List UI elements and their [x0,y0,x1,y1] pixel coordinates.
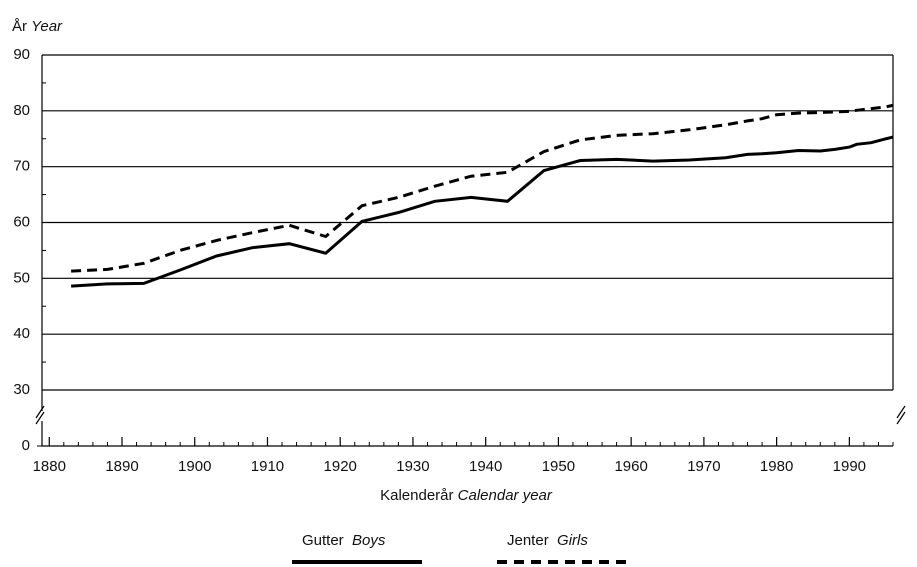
x-tick-label: 1940 [469,458,502,475]
x-tick-label: 1980 [760,458,793,475]
axis-break-mark [896,405,906,419]
legend-name-english: Girls [557,532,588,549]
x-tick-label: 1990 [833,458,866,475]
x-tick-label: 1960 [614,458,647,475]
y-tick-label: 70 [13,158,30,175]
x-title-local: Kalenderår [380,487,453,504]
y-tick-label: 40 [13,325,30,342]
y-tick-label: 60 [13,213,30,230]
x-tick-label: 1900 [178,458,211,475]
y-tick-label: 80 [13,102,30,119]
legend-name: Jenter [507,532,549,549]
x-tick-label: 1920 [324,458,357,475]
axis-break-mark [35,411,45,425]
x-tick-label: 1910 [251,458,284,475]
y-tick-label: 30 [13,381,30,398]
x-tick-label: 1880 [33,458,66,475]
x-title-english: Calendar year [458,487,553,504]
y-title-local: År [12,18,27,35]
legend-label: Jenter Girls [507,532,588,549]
x-axis-title: Kalenderår Calendar year [380,487,553,504]
x-tick-label: 1970 [687,458,720,475]
x-tick-label: 1950 [542,458,575,475]
series-line [71,135,894,288]
y-tick-label: 0 [22,437,30,454]
axis-break-mark [896,411,906,425]
y-tick-label: 50 [13,269,30,286]
x-tick-label: 1930 [396,458,429,475]
y-title-english: Year [31,18,63,35]
legend-name: Gutter [302,532,344,549]
y-tick-label: 90 [13,46,30,63]
x-tick-label: 1890 [105,458,138,475]
y-axis-title: År Year [12,18,63,35]
legend-label: Gutter Boys [302,532,386,549]
legend-name-english: Boys [352,532,386,549]
series-line [71,103,894,273]
axis-break-mark [35,405,45,419]
